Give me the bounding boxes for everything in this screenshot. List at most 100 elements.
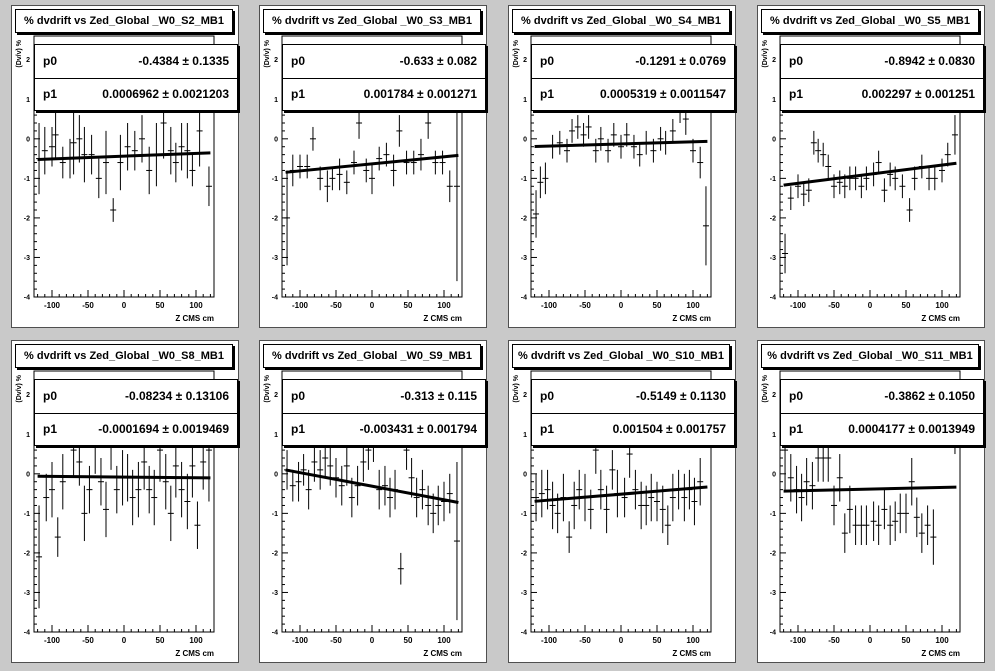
x-tick-label: 100 (437, 301, 451, 310)
param-error: 0.0013949 (918, 422, 975, 436)
data-point (390, 154, 397, 187)
data-point (360, 442, 367, 482)
param-label: p1 (789, 87, 804, 101)
data-point (317, 450, 324, 490)
data-point (538, 469, 545, 518)
data-point (167, 485, 174, 542)
param-value: -0.3862 ± 0.1050 (884, 389, 975, 403)
x-tick-label: 100 (686, 301, 700, 310)
data-point (597, 126, 604, 151)
data-point (417, 138, 424, 171)
y-tick-label: -2 (272, 550, 278, 557)
data-point (618, 134, 624, 159)
data-point (419, 469, 426, 510)
data-point (110, 198, 117, 222)
data-point (41, 126, 48, 175)
y-tick-label: 0 (772, 471, 776, 478)
data-point (782, 233, 789, 274)
param-error: 0.1130 (689, 389, 726, 403)
data-point (70, 111, 77, 175)
param-estimate: 0.001784 (363, 87, 414, 101)
data-point (787, 186, 794, 210)
data-point (297, 154, 303, 179)
data-point (630, 134, 637, 159)
fit-line (285, 153, 459, 174)
data-point (413, 477, 420, 518)
y-tick-label: 0 (274, 471, 278, 478)
data-point (338, 465, 345, 506)
y-tick-label: -3 (24, 590, 30, 597)
chart-title: % dvdrift vs Zed_Global _W0_S3_MB1 (263, 9, 481, 33)
data-point (336, 158, 343, 191)
data-point (446, 473, 453, 514)
data-point (654, 481, 660, 522)
data-points (284, 422, 460, 621)
y-tick-label: -4 (521, 295, 527, 302)
x-axis-title: Z CMS cm (672, 649, 711, 658)
data-point (603, 485, 610, 534)
param-label: p1 (43, 422, 58, 436)
data-point (887, 162, 894, 187)
data-point (410, 150, 417, 175)
x-tick-label: 100 (189, 301, 203, 310)
data-point (897, 493, 904, 534)
data-point (376, 146, 383, 171)
chart-pad: -4 -3 -2 -1 0 1 2 -100 -50 0 50 100 Z CMS cm (Dv/v) %… (508, 5, 736, 328)
y-tick-label: -2 (24, 215, 30, 222)
data-point (178, 461, 185, 518)
stats-row: p0 -0.08234 ± 0.13106 (35, 380, 237, 414)
data-points (36, 87, 212, 222)
stats-box: p0 -0.08234 ± 0.13106 p1 -0.0001694 ± 0.001… (34, 379, 238, 446)
data-point (787, 454, 794, 502)
x-tick-label: -100 (790, 636, 807, 645)
data-point (354, 465, 361, 506)
y-tick-label: 2 (523, 392, 527, 399)
y-tick-label: 2 (26, 392, 30, 399)
param-label: p0 (43, 389, 58, 403)
stats-box: p0 -0.633 ± 0.082 p1 0.001784 ± 0.001271 (282, 44, 486, 111)
chart-title: % dvdrift vs Zed_Global _W0_S5_MB1 (761, 9, 979, 33)
y-tick-label: -1 (272, 511, 278, 518)
param-estimate: 0.002297 (861, 87, 912, 101)
y-tick-label: -2 (521, 215, 527, 222)
chart-title: % dvdrift vs Zed_Global _W0_S8_MB1 (15, 344, 233, 368)
x-tick-label: 0 (370, 636, 375, 645)
data-point (870, 501, 877, 542)
param-error: 0.1335 (192, 54, 229, 68)
param-estimate: -0.633 (399, 54, 434, 68)
data-point (356, 107, 363, 139)
data-point (304, 154, 311, 179)
param-value: -0.1291 ± 0.0769 (635, 54, 726, 68)
data-point (825, 154, 832, 179)
data-point (697, 146, 704, 179)
data-point (903, 493, 909, 534)
param-value: 0.0004177 ± 0.0013949 (848, 422, 975, 436)
data-point (435, 485, 442, 526)
data-point (544, 469, 551, 510)
param-label: p0 (291, 389, 306, 403)
plus-minus: ± (413, 87, 427, 101)
data-point (911, 166, 918, 191)
x-tick-label: 0 (868, 636, 873, 645)
y-tick-label: 1 (274, 432, 278, 439)
y-axis-title: (Dv/v) % (762, 374, 769, 402)
param-label: p1 (540, 87, 555, 101)
data-point (638, 481, 645, 530)
data-point (899, 174, 906, 199)
data-point (585, 115, 592, 139)
data-point (533, 473, 540, 522)
data-points (533, 426, 704, 553)
data-point (43, 473, 50, 522)
x-tick-label: 0 (122, 636, 127, 645)
param-label: p0 (291, 54, 306, 68)
y-tick-label: 1 (274, 97, 278, 104)
y-tick-label: -4 (521, 630, 527, 637)
data-point (425, 485, 432, 526)
data-point (852, 166, 859, 191)
chart-title: % dvdrift vs Zed_Global _W0_S4_MB1 (512, 9, 730, 33)
plus-minus: ± (159, 87, 173, 101)
param-value: -0.313 ± 0.115 (400, 389, 477, 403)
x-tick-label: 50 (404, 301, 413, 310)
data-point (86, 465, 93, 514)
data-points (284, 91, 460, 282)
